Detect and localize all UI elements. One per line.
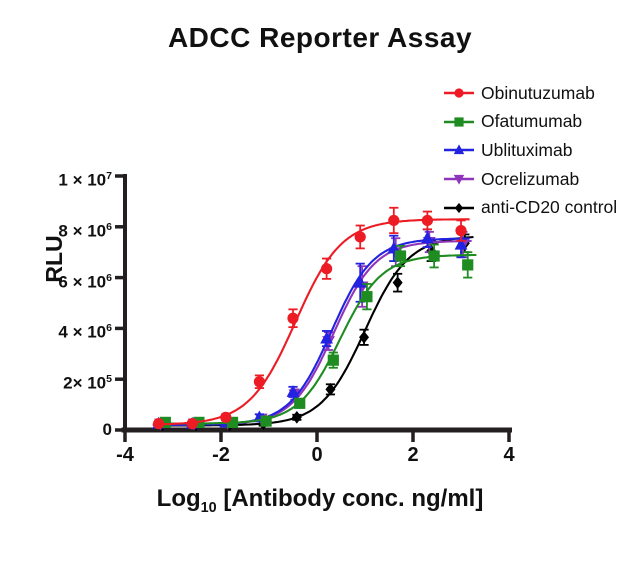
y-tick-label: 8 × 106 bbox=[58, 220, 112, 241]
data-point-marker bbox=[325, 383, 336, 396]
data-point-marker bbox=[359, 330, 370, 344]
x-axis-label-subscript: 10 bbox=[200, 499, 217, 516]
x-axis-label: Log10 [Antibody conc. ng/ml] bbox=[0, 485, 640, 516]
data-point-marker bbox=[428, 250, 440, 262]
data-point-marker bbox=[327, 354, 339, 366]
data-point-marker bbox=[260, 415, 272, 427]
legend-item: Ublituximab bbox=[444, 136, 617, 165]
data-point-marker bbox=[388, 214, 400, 227]
data-point-marker bbox=[287, 312, 299, 324]
data-series-obinutuzumab bbox=[152, 206, 470, 430]
legend-label: Ublituximab bbox=[481, 139, 573, 160]
x-axis-label-rest: [Antibody conc. ng/ml] bbox=[216, 485, 484, 512]
x-axis-label-prefix: Log bbox=[156, 485, 201, 512]
data-point-marker bbox=[421, 214, 433, 227]
legend-item: anti-CD20 control bbox=[444, 193, 617, 222]
data-point-marker bbox=[354, 231, 366, 243]
y-tick-label: 1 × 107 bbox=[58, 170, 112, 190]
fit-curve bbox=[154, 239, 472, 426]
x-tick-label: 0 bbox=[311, 444, 323, 466]
data-series-ofatumumab bbox=[159, 243, 477, 428]
y-tick-label: 0 bbox=[102, 420, 112, 439]
data-point-marker bbox=[153, 418, 165, 430]
legend-marker-circle-icon bbox=[444, 88, 474, 98]
data-point-marker bbox=[394, 250, 407, 262]
data-point-marker bbox=[320, 331, 333, 344]
data-point-marker bbox=[291, 411, 302, 424]
legend-marker-triangle-down-icon bbox=[444, 174, 474, 185]
x-tick-label: 4 bbox=[503, 444, 515, 466]
chart-title: ADCC Reporter Assay bbox=[167, 22, 473, 53]
legend-item: Ofatumumab bbox=[444, 108, 617, 137]
data-point-marker bbox=[421, 231, 434, 244]
data-point-marker bbox=[462, 259, 474, 271]
data-point-marker bbox=[361, 291, 373, 303]
fit-curve bbox=[152, 237, 470, 426]
y-tick-label: 2× 105 bbox=[63, 373, 112, 393]
data-series-ocrelizumab bbox=[154, 230, 472, 431]
x-tick-label: 2 bbox=[407, 444, 419, 466]
legend-item: Ocrelizumab bbox=[444, 165, 617, 194]
legend: Obinutuzumab Ofatumumab Ublituximab Ocreliz… bbox=[444, 79, 617, 222]
legend-marker-square-icon bbox=[444, 117, 474, 127]
data-point-marker bbox=[253, 376, 265, 388]
legend-marker-triangle-up-icon bbox=[444, 144, 474, 155]
data-point-marker bbox=[321, 263, 333, 275]
data-series-ublituximab bbox=[152, 228, 470, 429]
fit-curve bbox=[159, 253, 477, 425]
legend-item: Obinutuzumab bbox=[444, 79, 617, 108]
legend-label: Ofatumumab bbox=[481, 111, 583, 132]
fit-curve bbox=[152, 218, 470, 426]
y-tick-label: 4 × 106 bbox=[58, 322, 112, 343]
data-point-marker bbox=[455, 225, 467, 237]
x-tick-label: -2 bbox=[212, 444, 230, 466]
data-series-anti-cd20-control bbox=[156, 233, 474, 432]
data-point-marker bbox=[286, 385, 300, 397]
legend-label: Ocrelizumab bbox=[481, 168, 580, 189]
data-point-marker bbox=[392, 276, 403, 289]
x-tick-label: -4 bbox=[116, 444, 134, 466]
legend-marker-diamond-icon bbox=[444, 202, 474, 213]
data-point-marker bbox=[186, 418, 198, 430]
legend-label: anti-CD20 control bbox=[481, 197, 618, 218]
legend-label: Obinutuzumab bbox=[481, 82, 595, 103]
fit-curve bbox=[156, 235, 474, 427]
data-point-marker bbox=[294, 397, 306, 409]
data-point-marker bbox=[454, 237, 468, 250]
data-point-marker bbox=[220, 411, 232, 423]
y-tick-label: 6 × 106 bbox=[58, 271, 112, 292]
